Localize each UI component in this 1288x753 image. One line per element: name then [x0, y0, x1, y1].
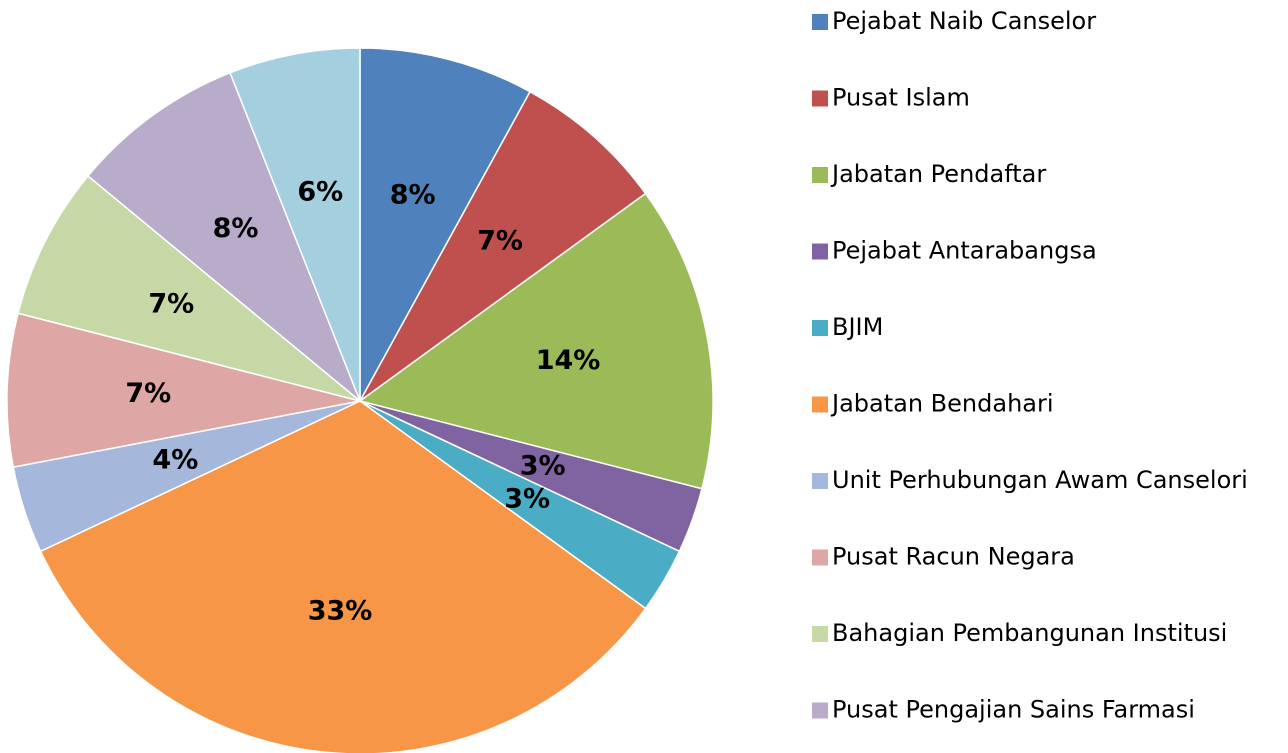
data-label: 8% [390, 179, 436, 210]
data-label: 4% [152, 444, 198, 475]
legend-label: Bahagian Pembangunan Institusi [832, 619, 1227, 647]
legend-swatch [812, 320, 828, 336]
pie-slice [229, 47, 361, 402]
data-label: 14% [536, 345, 601, 376]
data-label: 6% [297, 176, 343, 207]
pie-slice [359, 47, 532, 402]
legend-label: Pusat Pengajian Sains Farmasi [832, 696, 1195, 724]
legend-label: Unit Perhubungan Awam Canselori [832, 466, 1248, 494]
legend-swatch [812, 90, 828, 107]
pie-slice [359, 90, 647, 402]
pie-slice [39, 400, 647, 753]
legend-swatch [812, 473, 828, 489]
legend-swatch [812, 549, 828, 566]
legend-swatch [812, 396, 828, 413]
legend-swatch [812, 243, 828, 260]
data-label: 3% [520, 450, 566, 481]
data-label: 7% [148, 288, 194, 319]
legend-label: Jabatan Bendahari [830, 390, 1054, 418]
data-label: 3% [504, 483, 550, 514]
legend-label: Pusat Racun Negara [832, 543, 1075, 571]
data-label: 7% [477, 226, 523, 257]
legend-swatch [812, 702, 828, 719]
legend-label: Pejabat Antarabangsa [832, 237, 1097, 265]
legend-label: Pusat Islam [832, 84, 970, 112]
data-label: 33% [308, 595, 373, 626]
legend-swatch [812, 626, 828, 642]
pie-slice [17, 174, 361, 402]
legend-swatch [812, 167, 828, 183]
data-label: 7% [125, 378, 171, 409]
legend-swatch [812, 14, 828, 30]
pie-slice [358, 192, 714, 490]
pie-slice [86, 71, 361, 402]
legend-label: Jabatan Pendaftar [830, 160, 1046, 188]
pie-slice [6, 312, 361, 469]
legend-label: BJIM [832, 313, 883, 341]
data-label: 8% [213, 213, 259, 244]
legend-label: Pejabat Naib Canselor [832, 7, 1096, 35]
